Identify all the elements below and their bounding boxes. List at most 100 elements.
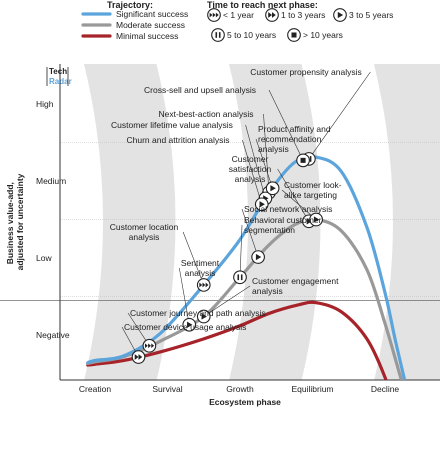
annotation-label-line: Customer [232, 154, 269, 164]
annotation-label: Customer location analysis [110, 222, 179, 242]
annotation-label-line: recommendation [258, 134, 322, 144]
series-line [86, 300, 388, 380]
play-icon [333, 8, 347, 22]
annotation-label: Customer engagement analysis [252, 276, 339, 296]
y-tick-label: Negative [36, 330, 70, 340]
annotation: Sentiment analysis [179, 258, 220, 332]
annotation-label: Customer propensity analysis [250, 67, 362, 77]
leader-line [241, 208, 259, 258]
play-icon [251, 250, 265, 264]
x-axis-label: Ecosystem phase [209, 397, 281, 407]
annotation: Churn and attrition analysis [126, 135, 269, 212]
stop-icon [287, 28, 301, 42]
annotation-label-line: Cross-sell and upsell analysis [144, 85, 256, 95]
leader-line [242, 139, 263, 205]
annotation-label: Social network analysis [244, 204, 332, 214]
phase-band [83, 64, 176, 380]
annotation-label-line: Churn and attrition analysis [126, 135, 229, 145]
annotation-label-line: Product affinity and [258, 124, 331, 134]
legend-trajectory-label: Significant success [116, 9, 188, 19]
annotation-label: Behavioral customer segmentation [244, 215, 322, 235]
phase-band [373, 64, 440, 380]
leader-line [268, 89, 304, 161]
annotation-label-line: analysis [185, 268, 216, 278]
annotation: Social network analysis [241, 204, 332, 264]
annotation-label-line: Next-best-action analysis [159, 109, 254, 119]
fast-forward-triple-icon [207, 8, 221, 22]
annotation: Customer look-alike targeting [281, 180, 342, 227]
y-axis-label: Business value-add, adjusted for uncerta… [5, 173, 25, 270]
x-tick-label: Decline [371, 384, 400, 394]
annotation-label-line: Customer look- [284, 180, 342, 190]
leader-line [203, 285, 251, 317]
annotation: Product affinity and recommendation analys… [255, 124, 331, 196]
x-tick-label: Equilibrium [291, 384, 333, 394]
annotation-label-line: Customer lifetime value analysis [111, 120, 233, 130]
fast-forward-triple-icon [196, 278, 211, 292]
leader-line [255, 138, 273, 189]
legend-trajectory-title: Trajectory: [107, 0, 153, 10]
annotation-label-line: analysis [235, 174, 266, 184]
x-tick-labels: Creation Survival Growth Equilibrium Decline [79, 384, 400, 394]
annotation-label-line: satisfaction [229, 164, 272, 174]
x-tick-label: Growth [226, 384, 254, 394]
play-icon [309, 212, 323, 227]
annotation-label-line: Customer device usage analysis [124, 322, 246, 332]
y-tick-label: Medium [36, 176, 66, 186]
play-icon [254, 197, 269, 212]
y-axis-label-line2: adjusted for uncertainty [15, 173, 25, 270]
y-tick-label: Low [36, 253, 52, 263]
annotation-label-line: analysis [129, 232, 160, 242]
leader-line [245, 124, 266, 199]
fast-forward-icon [131, 350, 146, 364]
legend-time-label: 3 to 5 years [349, 10, 393, 20]
legend: Trajectory: Time to reach next phase: Si… [81, 0, 393, 42]
leader-line [182, 231, 205, 286]
play-icon [196, 309, 211, 324]
play-icon [265, 181, 280, 196]
annotation-label-line: segmentation [244, 225, 295, 235]
leader-line [263, 113, 270, 193]
annotation-label-line: analysis [252, 286, 283, 296]
series-line [86, 154, 407, 380]
annotation-label: Cross-sell and upsell analysis [144, 85, 256, 95]
annotation: Customer location analysis [110, 222, 211, 292]
x-tick-label: Creation [79, 384, 111, 394]
y-tick-labels: Negative Low Medium High [36, 99, 70, 340]
annotation: Behavioral customer segmentation [233, 215, 322, 285]
pause-icon [233, 270, 247, 285]
annotation-label: Churn and attrition analysis [126, 135, 229, 145]
annotation-label: Product affinity and recommendation analys… [258, 124, 331, 154]
annotation-label: Customer device usage analysis [124, 322, 246, 332]
legend-trajectory-label: Minimal success [116, 31, 178, 41]
fast-forward-triple-icon [142, 338, 157, 353]
annotation-label: Next-best-action analysis [159, 109, 254, 119]
annotation: Customer engagement analysis [196, 276, 339, 324]
legend-time-label: 5 to 10 years [227, 30, 276, 40]
play-icon [182, 317, 197, 332]
x-tick-label: Survival [152, 384, 182, 394]
annotation-label-line: Social network analysis [244, 204, 332, 214]
fast-forward-icon [265, 8, 279, 22]
annotation-label-line: Behavioral customer [244, 215, 322, 225]
annotation-label-line: alike targeting [284, 190, 337, 200]
annotations: Customer propensity analysis Cross-sell a… [110, 67, 371, 364]
annotation-label: Customer journey and path analysis [130, 308, 266, 318]
series-lines [86, 154, 407, 380]
pause-icon [211, 28, 225, 42]
y-axis-label-line1: Business value-add, [5, 182, 15, 264]
legend-trajectory-label: Moderate success [116, 20, 185, 30]
leader-line [239, 224, 243, 278]
annotation-label-line: analysis [258, 144, 289, 154]
annotation-label: Customer look-alike targeting [284, 180, 342, 200]
annotation-label: Customer lifetime value analysis [111, 120, 233, 130]
annotation-label-line: Customer journey and path analysis [130, 308, 266, 318]
grid-lines [0, 142, 440, 301]
phase-band [228, 64, 321, 380]
phase-bands [83, 64, 440, 380]
annotation-label-line: Customer location [110, 222, 179, 232]
leader-line [277, 168, 310, 222]
legend-times: < 1 year 1 to 3 years 3 to 5 years 5 to 10 … [207, 8, 393, 42]
leader-line [179, 267, 190, 325]
